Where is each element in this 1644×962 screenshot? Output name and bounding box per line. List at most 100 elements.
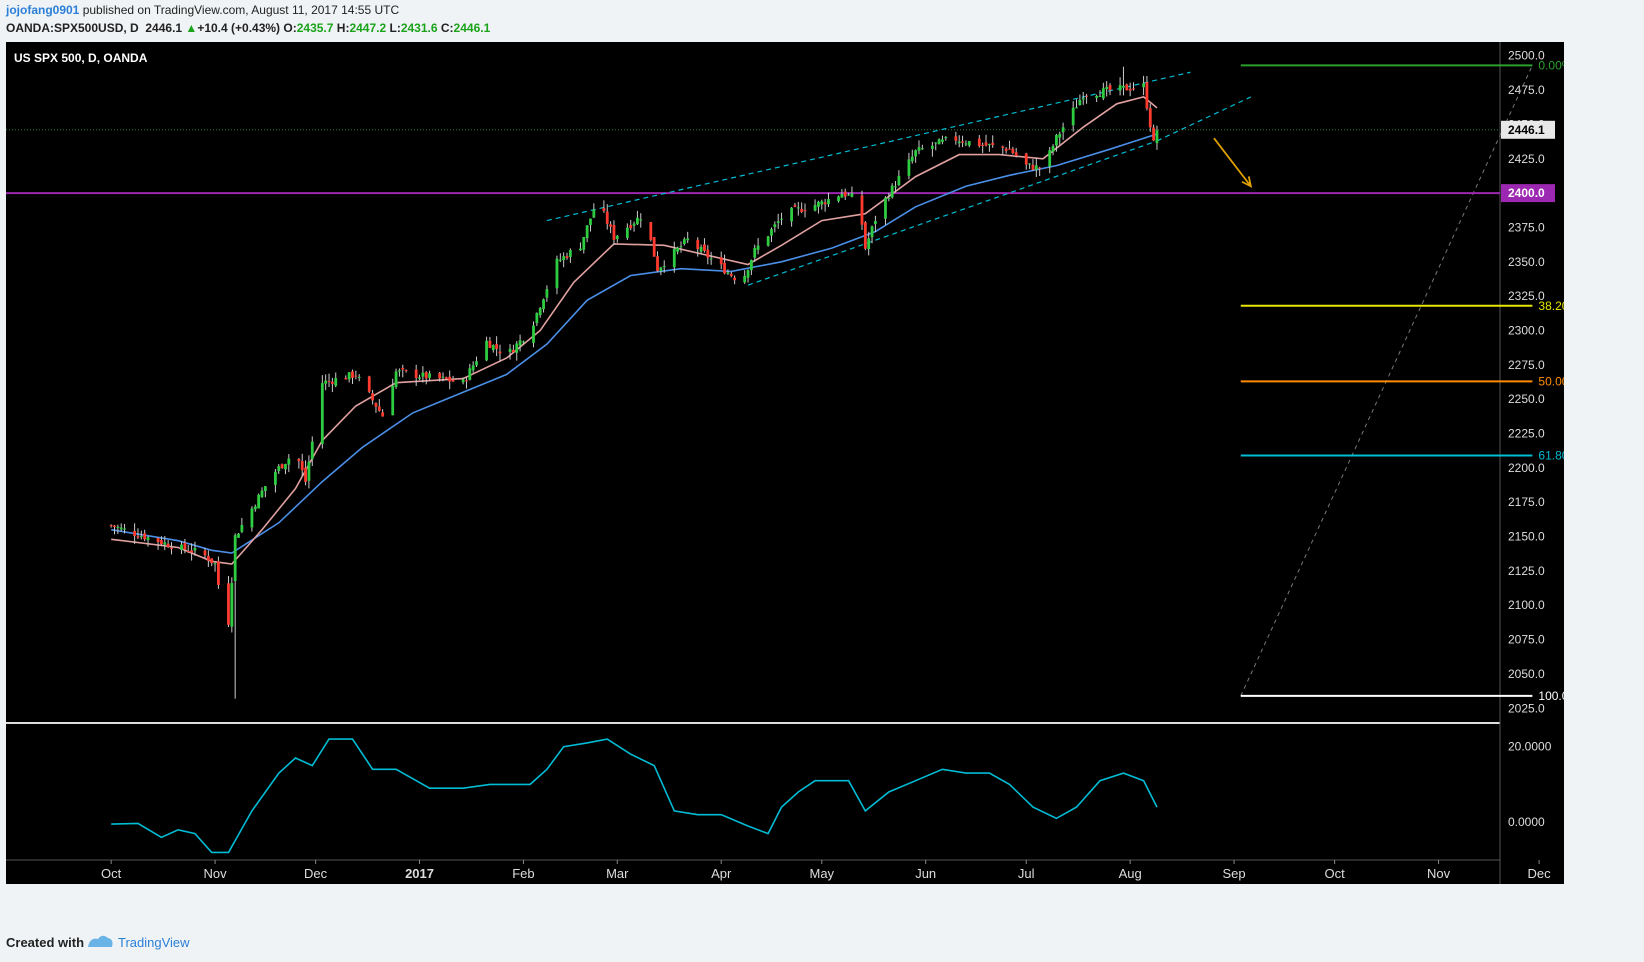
candle-down <box>488 340 492 348</box>
candle-down <box>109 525 113 527</box>
candle-up <box>139 536 143 538</box>
tradingview-logo-icon[interactable] <box>86 933 114 954</box>
candle-up <box>917 147 921 151</box>
y-tick-label: 2025.0 <box>1508 701 1545 715</box>
candle-up <box>320 383 324 444</box>
candle-up <box>1095 95 1099 98</box>
candle-up <box>897 175 901 186</box>
candle-up <box>592 209 596 218</box>
x-tick-label: Aug <box>1119 866 1142 881</box>
candle-down <box>374 402 378 407</box>
candle-up <box>837 196 840 202</box>
candle-up <box>813 204 817 211</box>
candle-up <box>260 490 264 498</box>
candle-up <box>421 372 425 377</box>
candle-up <box>1075 107 1078 109</box>
y-tick-label: 2225.0 <box>1508 427 1545 441</box>
candle-up <box>310 441 314 460</box>
open-label: O: <box>283 21 297 35</box>
candle-up <box>773 224 777 228</box>
open-value: 2435.7 <box>296 21 334 35</box>
candle-down <box>1085 95 1088 97</box>
candle-up <box>461 379 465 383</box>
candle-up <box>391 385 395 416</box>
last-price: 2446.1 <box>145 21 183 35</box>
fib-level-label: 50.00% <box>1538 374 1564 388</box>
candle-up <box>468 368 472 380</box>
candle-up <box>632 223 636 226</box>
candle-down <box>354 375 358 377</box>
x-tick-label: Dec <box>1528 866 1552 881</box>
y-tick-label: 2500.0 <box>1508 49 1545 63</box>
candle-down <box>1145 82 1149 109</box>
candle-up <box>562 256 566 261</box>
x-tick-label: Feb <box>512 866 534 881</box>
candle-up <box>770 229 773 236</box>
candle-up <box>709 258 713 260</box>
candle-up <box>180 544 183 551</box>
tradingview-link[interactable]: TradingView <box>118 935 190 950</box>
candle-down <box>438 373 442 379</box>
candle-up <box>910 156 914 162</box>
fib-level-label: 38.20% <box>1538 299 1564 313</box>
high-label: H: <box>336 21 350 35</box>
candle-down <box>863 222 867 249</box>
chart-footer: Created with TradingView <box>0 924 1644 962</box>
oscillator-tick-label: 0.0000 <box>1508 815 1545 829</box>
candle-down <box>1001 146 1005 148</box>
candle-up <box>263 486 267 492</box>
author-link[interactable]: jojofang0901 <box>6 3 80 17</box>
candle-down <box>984 142 988 146</box>
y-tick-label: 2350.0 <box>1508 255 1545 269</box>
candle-down <box>465 380 468 382</box>
candle-up <box>324 380 328 384</box>
candle-down <box>371 393 375 401</box>
candle-up <box>568 250 572 257</box>
candle-down <box>793 205 797 207</box>
candle-up <box>287 458 291 465</box>
high-value: 2447.2 <box>349 21 387 35</box>
y-tick-label: 2375.0 <box>1508 220 1545 234</box>
candle-up <box>776 221 780 223</box>
candle-down <box>448 376 452 382</box>
candle-down <box>203 550 207 556</box>
price-axis <box>1500 42 1564 884</box>
candle-up <box>555 258 559 289</box>
candle-up <box>213 563 217 565</box>
fib-level-label: 0.00% <box>1538 58 1564 72</box>
chart-canvas[interactable]: US SPX 500, D, OANDA 2025.0 2050.0 2075.0 21… <box>6 42 1564 884</box>
candle-down <box>113 525 116 528</box>
candle-up <box>334 378 338 386</box>
candle-up <box>532 325 535 343</box>
candle-down <box>991 142 995 145</box>
y-tick-label: 2200.0 <box>1508 461 1545 475</box>
candle-down <box>404 370 408 372</box>
candle-down <box>297 458 301 462</box>
candle-up <box>749 260 753 271</box>
candle-down <box>649 222 653 240</box>
candle-up <box>357 376 361 378</box>
channel-line <box>747 140 1158 286</box>
candle-up <box>796 207 800 209</box>
candle-up <box>579 248 582 251</box>
candle-up <box>987 144 991 146</box>
candle-down <box>210 558 214 564</box>
candle-up <box>585 225 589 239</box>
candle-up <box>930 145 934 149</box>
projection-arrow <box>1213 137 1252 187</box>
candle-up <box>1028 163 1031 165</box>
candle-down <box>381 412 385 417</box>
candle-down <box>696 239 700 249</box>
candle-down <box>1108 85 1112 91</box>
candle-up <box>163 542 167 545</box>
x-tick-label: May <box>809 866 834 881</box>
candle-down <box>160 540 163 545</box>
candle-up <box>907 159 911 176</box>
candle-up <box>146 537 150 541</box>
candle-down <box>495 344 499 349</box>
y-tick-label: 2100.0 <box>1508 598 1545 612</box>
candle-up <box>756 245 760 250</box>
candle-up <box>347 372 351 380</box>
candle-down <box>414 369 418 379</box>
candle-up <box>934 142 938 144</box>
